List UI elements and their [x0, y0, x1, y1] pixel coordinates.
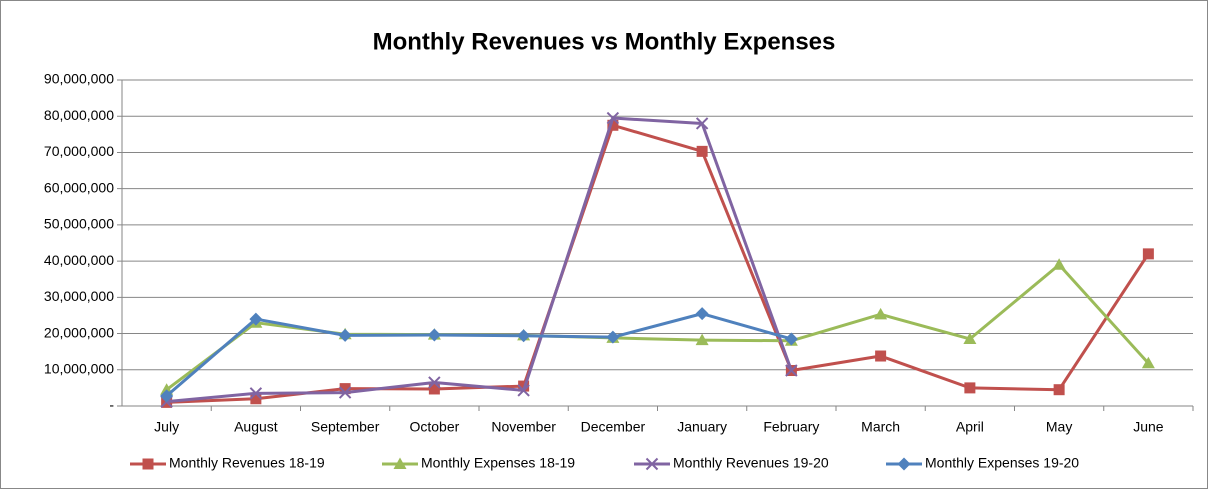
point [428, 383, 440, 395]
legend-label: Monthly Revenues 19-20 [673, 455, 829, 471]
legend-marker [142, 458, 154, 470]
x-tick-label: December [581, 419, 646, 435]
series-line [166, 123, 1150, 404]
point [963, 332, 977, 344]
point [696, 145, 708, 157]
x-tick-label: February [763, 419, 819, 435]
x-tick-label: July [154, 419, 179, 435]
point [427, 328, 441, 342]
point [517, 384, 530, 397]
point [785, 364, 798, 377]
y-tick-label: 60,000,000 [44, 179, 114, 195]
point [1141, 356, 1155, 369]
point [338, 328, 352, 342]
series-line [166, 116, 793, 404]
y-tick-label: 90,000,000 [44, 71, 114, 87]
point [695, 333, 709, 346]
legend-label: Monthly Expenses 18-19 [421, 455, 575, 471]
x-tick-label: March [861, 419, 900, 435]
x-tick-label: September [311, 419, 380, 435]
y-tick-label: 30,000,000 [44, 288, 114, 304]
point [249, 312, 263, 326]
point [695, 307, 709, 321]
point [695, 117, 709, 130]
point [250, 393, 262, 405]
point [964, 382, 976, 394]
point [606, 330, 620, 344]
y-tick-label: 80,000,000 [44, 107, 114, 123]
point [338, 386, 352, 399]
point [339, 383, 351, 395]
point [249, 387, 263, 400]
y-tick-label: 40,000,000 [44, 252, 114, 268]
legend-label: Monthly Expenses 19-20 [925, 455, 1079, 471]
y-tick-label: - [109, 397, 114, 413]
point [428, 376, 441, 389]
x-tick-label: August [234, 419, 278, 435]
y-tick-label: 10,000,000 [44, 360, 114, 376]
y-tick-label: 50,000,000 [44, 216, 114, 232]
legend-marker [897, 457, 911, 471]
point [875, 350, 887, 362]
x-tick-label: April [956, 419, 984, 435]
point [606, 111, 620, 125]
legend-label: Monthly Revenues 18-19 [169, 455, 325, 471]
x-tick-label: November [491, 419, 556, 435]
x-tick-label: June [1133, 419, 1164, 435]
legend-marker [393, 457, 407, 469]
point [1053, 384, 1065, 396]
point [607, 119, 619, 131]
y-tick-label: 20,000,000 [44, 324, 114, 340]
y-tick-label: 70,000,000 [44, 143, 114, 159]
point [1052, 258, 1066, 270]
point [517, 329, 531, 343]
chart-title: Monthly Revenues vs Monthly Expenses [373, 28, 836, 55]
x-tick-label: October [409, 419, 459, 435]
point [1142, 248, 1154, 260]
x-tick-label: January [677, 419, 727, 435]
point [874, 307, 888, 320]
point [160, 389, 174, 403]
series-line [165, 312, 792, 397]
x-tick-label: May [1046, 419, 1072, 435]
point [784, 332, 798, 346]
legend-marker [645, 457, 659, 471]
